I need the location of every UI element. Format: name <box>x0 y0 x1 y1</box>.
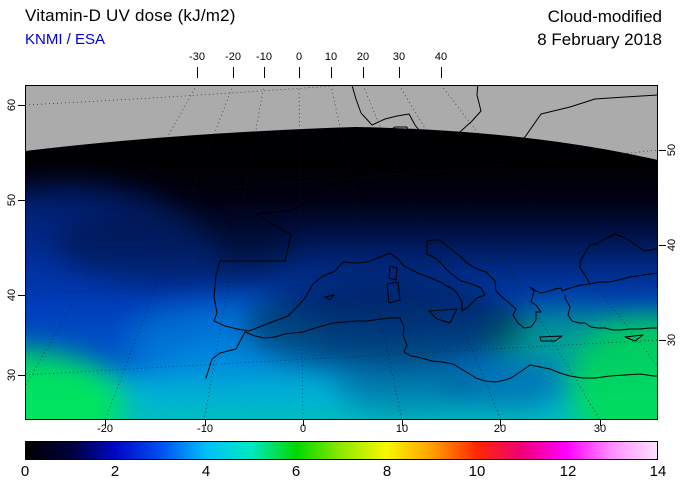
lon-tick-label-bottom: -10 <box>197 423 213 435</box>
lon-tick-mark-bottom <box>402 420 403 426</box>
no-data-region <box>25 85 658 160</box>
lon-tick-label-top: -10 <box>256 51 272 63</box>
lon-tick-mark-top <box>197 67 198 78</box>
colorbar-tick-label: 10 <box>468 463 486 480</box>
uv-dose-map <box>25 85 658 420</box>
lon-tick-mark-top <box>363 67 364 78</box>
lon-tick-label-top: 40 <box>434 51 448 63</box>
lon-tick-mark-bottom <box>500 420 501 426</box>
colorbar-tick-label: 14 <box>649 463 667 480</box>
graticule <box>25 85 658 420</box>
lon-tick-mark-bottom <box>105 420 106 426</box>
date-label: 8 February 2018 <box>537 30 662 49</box>
lon-tick-label-top: 0 <box>295 51 303 63</box>
lon-tick-label-bottom: -20 <box>97 423 113 435</box>
map-border <box>25 85 658 420</box>
lon-tick-label-bottom: 0 <box>299 423 307 435</box>
colorbar-tick-label: 4 <box>201 463 211 480</box>
lon-tick-mark-top <box>233 67 234 78</box>
page-title: Vitamin-D UV dose (kJ/m2) <box>25 6 236 25</box>
header-right: Cloud-modified 8 February 2018 <box>537 5 662 51</box>
lon-tick-label-bottom: 10 <box>395 423 409 435</box>
map-canvas <box>25 85 658 420</box>
lon-tick-mark-top <box>264 67 265 78</box>
lat-tick-label-left: 30 <box>6 368 18 382</box>
lon-tick-label-bottom: 20 <box>493 423 507 435</box>
colorbar-tick-label: 12 <box>559 463 577 480</box>
lat-tick-mark-left <box>18 375 25 376</box>
credit: KNMI / ESA <box>25 31 106 48</box>
lat-tick-mark-right <box>659 150 666 151</box>
colorbar-tick-label: 8 <box>382 463 392 480</box>
lon-tick-mark-top <box>299 67 300 78</box>
lon-tick-label-top: 20 <box>356 51 370 63</box>
colorbar-gradient <box>25 441 658 460</box>
lat-tick-mark-left <box>18 200 25 201</box>
lat-tick-mark-left <box>18 295 25 296</box>
lon-tick-mark-top <box>399 67 400 78</box>
lat-tick-mark-right <box>659 245 666 246</box>
lat-tick-label-right: 50 <box>666 143 678 157</box>
lon-tick-label-bottom: 30 <box>593 423 607 435</box>
lon-tick-label-top: 30 <box>392 51 406 63</box>
lon-tick-mark-top <box>331 67 332 78</box>
lon-tick-mark-bottom <box>600 420 601 426</box>
product-label: Cloud-modified <box>547 7 662 26</box>
colorbar-tick-label: 6 <box>291 463 301 480</box>
coastlines <box>205 85 658 383</box>
colorbar-tick-label: 0 <box>20 463 30 480</box>
lat-tick-label-left: 50 <box>6 193 18 207</box>
lat-tick-label-left: 40 <box>6 288 18 302</box>
lon-tick-mark-bottom <box>303 420 304 426</box>
lat-tick-mark-left <box>18 105 25 106</box>
lat-tick-label-left: 60 <box>6 98 18 112</box>
lon-tick-label-top: -30 <box>189 51 205 63</box>
lat-tick-label-right: 40 <box>666 238 678 252</box>
lon-tick-label-top: -20 <box>225 51 241 63</box>
colorbar-tick-label: 2 <box>110 463 120 480</box>
lon-tick-label-top: 10 <box>324 51 338 63</box>
lat-tick-label-right: 30 <box>666 333 678 347</box>
lat-tick-mark-right <box>659 340 666 341</box>
lon-tick-mark-bottom <box>205 420 206 426</box>
lon-tick-mark-top <box>441 67 442 78</box>
